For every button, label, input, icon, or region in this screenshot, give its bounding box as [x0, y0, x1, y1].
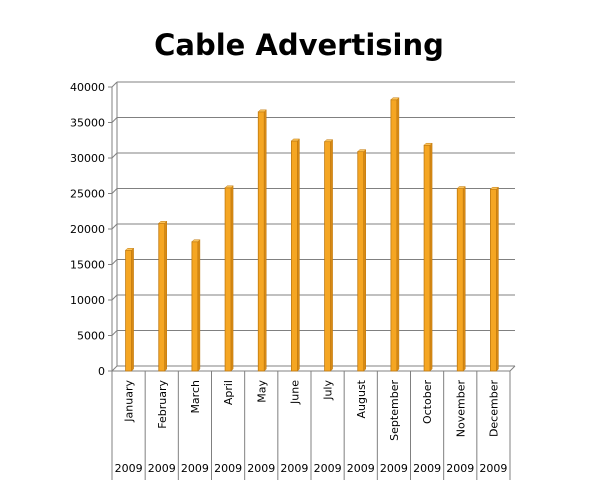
category-group-label: 2009	[148, 462, 176, 475]
category-group-label: 2009	[181, 462, 209, 475]
y-tick-label: 20000	[70, 223, 105, 236]
bar-top	[423, 142, 433, 146]
y-tick-label: 15000	[70, 259, 105, 272]
category-group-label: 2009	[446, 462, 474, 475]
bar-front	[390, 99, 398, 372]
bar-front	[257, 111, 265, 372]
bar-side	[463, 185, 466, 372]
gridline-diagonal	[111, 294, 118, 301]
y-tick-label: 0	[98, 365, 105, 378]
bar-top	[456, 186, 466, 189]
category-group-label: 2009	[280, 462, 308, 475]
gridlines	[111, 81, 515, 372]
category-group-label: 2009	[380, 462, 408, 475]
category-label: January	[123, 380, 136, 423]
category-group-label: 2009	[479, 462, 507, 475]
y-tick-label: 30000	[70, 152, 105, 165]
bar-top	[323, 139, 334, 142]
y-tick-label: 25000	[70, 188, 105, 201]
bar-front	[324, 141, 331, 372]
bar-side	[164, 220, 167, 372]
category-group-label: 2009	[214, 462, 242, 475]
y-axis-ticks: 0 5000 10000 15000 20000 25000 30000 35000 40000	[70, 81, 105, 378]
category-label: June	[288, 380, 301, 405]
bar-front	[456, 188, 464, 372]
category-group-label: 2009	[247, 462, 275, 475]
x-axis-categories: January 2009 February 2009 March 2009 April 200…	[111, 371, 511, 480]
bar-side	[297, 138, 300, 372]
y-tick-label: 40000	[70, 81, 105, 94]
bar-front	[490, 188, 497, 372]
bar-top	[158, 221, 168, 224]
bar-top	[390, 97, 400, 101]
gridline-diagonal	[111, 259, 118, 265]
bar-side	[363, 149, 366, 372]
gridline-diagonal	[111, 365, 118, 372]
bar-side	[230, 185, 234, 372]
category-label: September	[388, 380, 401, 441]
category-label: November	[454, 380, 467, 438]
axes	[108, 82, 516, 372]
category-group-label: 2009	[347, 462, 375, 475]
gridline-diagonal	[111, 330, 118, 336]
bars	[124, 97, 500, 372]
bar-top	[489, 186, 500, 190]
category-label: December	[487, 380, 500, 438]
bar-top	[257, 109, 267, 113]
category-group-label: 2009	[314, 462, 342, 475]
bar-front	[224, 187, 232, 372]
chart-title: Cable Advertising	[154, 28, 444, 62]
bar-front	[423, 144, 431, 372]
bar-top	[357, 149, 367, 152]
bar-top	[191, 239, 201, 243]
y-tick-label: 5000	[77, 330, 105, 343]
gridline-diagonal	[111, 188, 118, 194]
bar-top	[224, 185, 234, 189]
bar-front	[291, 140, 298, 372]
gridline-diagonal	[111, 117, 118, 123]
category-label: March	[189, 380, 202, 414]
category-label: October	[421, 380, 434, 424]
bar-side	[429, 142, 433, 372]
category-label: May	[255, 380, 268, 403]
bar-side	[197, 239, 201, 372]
bar-front	[191, 241, 199, 372]
category-label: February	[156, 380, 169, 429]
category-label: August	[355, 379, 368, 418]
bar-top	[290, 138, 301, 142]
bar-front	[158, 222, 166, 372]
gridline-diagonal	[111, 81, 118, 88]
category-label: July	[322, 380, 335, 401]
bar-front	[125, 249, 132, 372]
bar-side	[131, 247, 134, 372]
category-label: April	[222, 380, 235, 405]
y-tick-label: 35000	[70, 117, 105, 130]
bar-top	[124, 248, 135, 251]
bar-side	[330, 139, 333, 372]
category-group-label: 2009	[115, 462, 143, 475]
gridline-diagonal	[111, 152, 118, 159]
bar-side	[396, 97, 400, 372]
bar-side	[264, 109, 267, 372]
floor-edge	[509, 365, 516, 372]
gridline-diagonal	[111, 223, 118, 230]
bar-side	[496, 186, 499, 372]
y-tick-label: 10000	[70, 294, 105, 307]
bar-front	[357, 151, 365, 372]
category-group-label: 2009	[413, 462, 441, 475]
